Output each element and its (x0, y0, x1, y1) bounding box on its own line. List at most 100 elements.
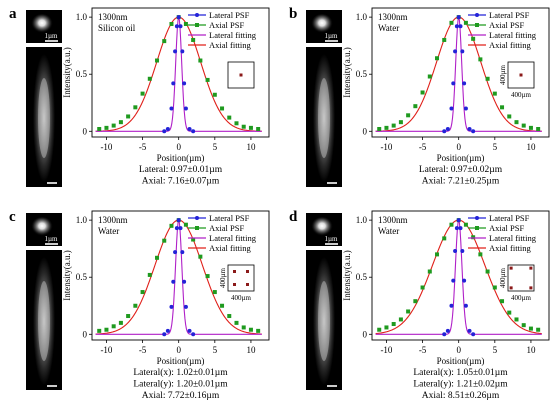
focus-dot (233, 270, 236, 273)
fwhm-result-line: Lateral: 0.97±0.01µm (139, 165, 223, 175)
axial-psf-point (478, 252, 483, 257)
lateral-psf-point (187, 127, 192, 132)
y-axis-label: Intensity(a.u.) (342, 250, 352, 300)
x-tick-label: -10 (100, 142, 112, 152)
lateral-psf-point (182, 279, 187, 284)
lateral-psf-point (171, 279, 176, 284)
x-tick-label: 5 (213, 142, 218, 152)
axial-psf-point (118, 320, 123, 325)
focus-dot (519, 73, 523, 77)
legend-marker (195, 226, 199, 230)
legend-marker (475, 23, 479, 27)
plot-frame (91, 7, 270, 138)
fwhm-result-line: Axial: 8.51±0.26µm (422, 391, 500, 401)
scale-bar-label: 1µm (45, 235, 59, 243)
axial-psf-point (234, 121, 239, 126)
x-axis-label: Position(µm) (437, 153, 485, 163)
axial-psf-point (449, 222, 454, 227)
fwhm-result-line: Lateral(x): 1.05±0.01µm (413, 367, 508, 378)
focus-inset (227, 61, 255, 89)
axial-psf-point (406, 113, 411, 118)
lateral-psf-point (471, 332, 476, 337)
y-axis-label: Intensity(a.u.) (342, 47, 352, 97)
axial-psf-point (220, 303, 225, 308)
axial-psf-point (147, 272, 152, 277)
legend-label: Lateral PSF (489, 213, 530, 223)
lateral-psf-point (463, 303, 468, 308)
fwhm-results: Lateral: 0.97±0.02µm Axial: 7.21±0.25µm (419, 165, 503, 187)
axial-psf-point (104, 125, 109, 130)
x-tick-label: 0 (176, 345, 181, 355)
y-tick-label: 0.5 (356, 69, 368, 79)
psf-plot: -10 -5 0 5 10 0 0.5 1.0 Position(µm) Intensity(a.… (342, 7, 550, 163)
y-tick-label: 0 (83, 126, 88, 136)
axial-psf-point (191, 37, 196, 42)
lateral-psf-point (456, 218, 461, 223)
psf-plot: -10 -5 0 5 10 0 0.5 1.0 Position(µm) Intensity(a.… (62, 210, 270, 366)
y-tick-label: 0.5 (76, 69, 88, 79)
lateral-psf-point (187, 328, 192, 333)
axial-psf-point (478, 57, 483, 62)
axial-psf-point (212, 290, 217, 295)
lateral-psf-point (445, 127, 450, 132)
legend-label: Lateral PSF (209, 213, 250, 223)
lateral-psf-image: 1µm (26, 213, 62, 246)
x-tick-label: -5 (139, 345, 147, 355)
x-tick-label: 5 (493, 142, 498, 152)
axial-psf-point (155, 58, 160, 63)
axial-psf-point (126, 114, 131, 119)
axial-psf-point (248, 327, 253, 332)
medium-label: Water (378, 226, 399, 236)
lateral-psf-point (458, 24, 463, 29)
focus-dot (246, 283, 249, 286)
axial-psf-point (449, 20, 454, 25)
lateral-psf-point (449, 303, 454, 308)
lateral-psf-image: 1µm (306, 10, 342, 43)
lateral-psf-point (173, 250, 178, 255)
axial-psf-point (126, 314, 131, 319)
legend-marker (475, 13, 479, 17)
lateral-psf-point (458, 226, 463, 231)
axial-psf-point (155, 255, 160, 260)
axial-psf-point (133, 105, 138, 110)
legend-marker (475, 216, 479, 220)
lateral-psf-point (454, 226, 459, 231)
axial-psf-point (471, 36, 476, 41)
plot-frame (371, 210, 550, 341)
axial-psf-point (391, 123, 396, 128)
legend-label: Axial PSF (209, 20, 244, 30)
axial-psf-point (162, 238, 167, 243)
fwhm-result-line: Axial: 7.72±0.16µm (142, 391, 220, 401)
focus-dot (509, 286, 513, 290)
legend-label: Axial fitting (209, 40, 252, 50)
axial-psf-point (191, 237, 196, 242)
axial-psf-point (220, 106, 225, 111)
x-tick-label: -5 (139, 142, 147, 152)
x-tick-label: -10 (100, 345, 112, 355)
lateral-psf-point (454, 24, 459, 29)
focus-inset: 400µm 400µm (499, 61, 535, 99)
axial-psf-point (528, 326, 533, 331)
lateral-psf-point (165, 127, 170, 132)
axial-psf-point (147, 76, 152, 81)
axial-psf-point (507, 114, 512, 119)
medium-label: Silicon oil (98, 23, 136, 33)
lateral-psf-point (180, 250, 185, 255)
lateral-psf-image: 1µm (306, 213, 342, 246)
inset-x-label: 400µm (511, 294, 532, 302)
lateral-psf-point (456, 15, 461, 20)
axial-psf-point (212, 92, 217, 97)
fwhm-result-line: Axial: 7.21±0.25µm (422, 177, 500, 187)
focus-inset: 400µm 400µm (219, 264, 255, 302)
lateral-psf-point (453, 49, 458, 54)
y-tick-label: 0.5 (356, 272, 368, 282)
legend-label: Lateral PSF (489, 10, 530, 20)
legend-label: Axial fitting (489, 243, 532, 253)
axial-psf-point (521, 323, 526, 328)
panel-letter: c (9, 209, 16, 225)
axial-psf-point (384, 125, 389, 130)
psf-plot: -10 -5 0 5 10 0 0.5 1.0 Position(µm) Intensity(a.… (62, 7, 270, 163)
